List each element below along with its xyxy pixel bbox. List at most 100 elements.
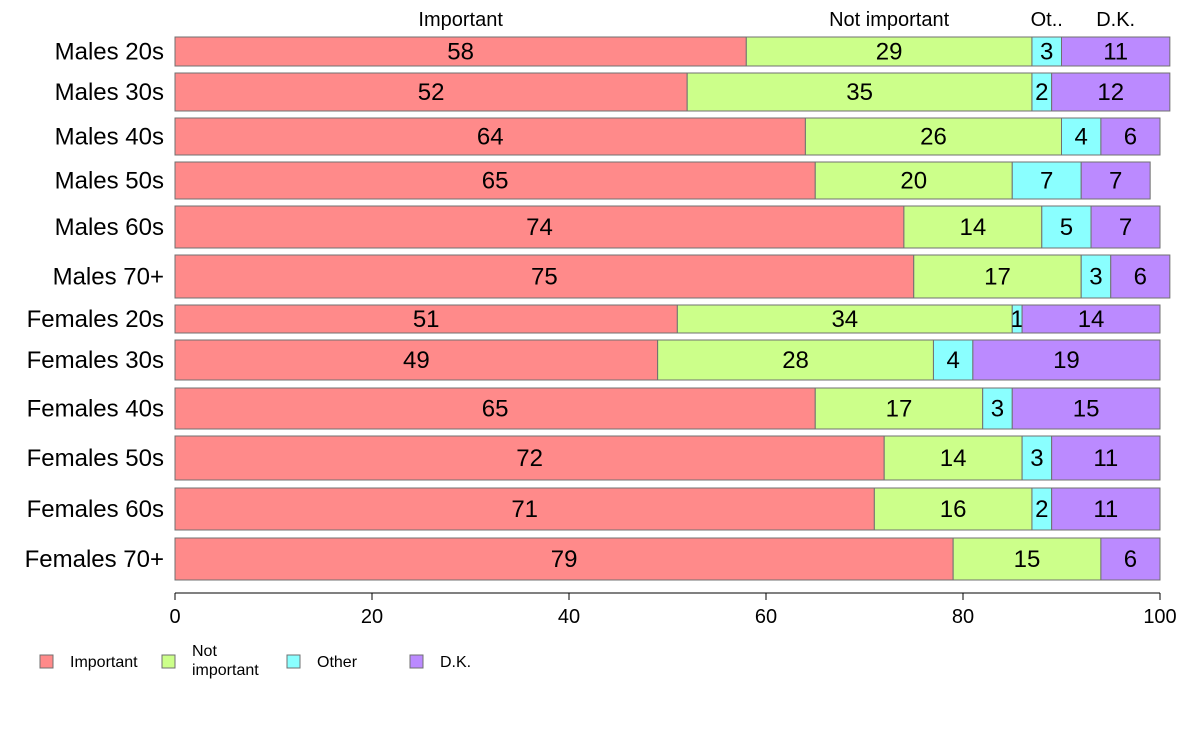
x-tick-label-100: 100	[1143, 606, 1176, 628]
bar-segment-other-males-20s	[1031, 36, 1062, 67]
data-label-not-important-males-40s: 26	[920, 124, 947, 151]
data-label-d-k-males-20s: 11	[1103, 39, 1128, 66]
data-label-other-females-30s: 4	[946, 347, 959, 374]
data-label-d-k-females-40s: 15	[1073, 396, 1100, 423]
bar-segment-important-males-50s	[174, 161, 816, 200]
data-label-important-females-40s: 65	[482, 396, 509, 423]
data-label-d-k-males-70: 6	[1134, 264, 1147, 291]
bar-segment-not-important-females-20s	[676, 304, 1013, 334]
data-label-d-k-males-60s: 7	[1119, 214, 1132, 241]
legend: Important Not important Other D.K.	[39, 643, 471, 679]
bar-segment-important-males-40s	[174, 117, 806, 156]
bar-segment-not-important-males-30s	[686, 72, 1033, 112]
data-label-not-important-males-30s: 35	[846, 79, 873, 106]
legend-swatch-other	[286, 654, 301, 669]
bar-segment-not-important-males-60s	[903, 205, 1043, 249]
top-label-d-k: D.K.	[1096, 9, 1135, 31]
legend-label-d-k: D.K.	[440, 654, 471, 671]
x-tick-label-60: 60	[755, 606, 777, 628]
bar-segment-d-k-males-20s	[1061, 36, 1171, 67]
top-label-not-important: Not important	[829, 9, 949, 31]
legend-swatch-important	[39, 654, 54, 669]
bar-segment-other-males-70	[1080, 254, 1112, 299]
category-label-males-60s: Males 60s	[55, 214, 164, 241]
data-label-d-k-females-30s: 19	[1053, 347, 1080, 374]
legend-label-other: Other	[317, 654, 358, 671]
bar-segment-important-males-30s	[174, 72, 688, 112]
data-label-d-k-males-40s: 6	[1124, 124, 1137, 151]
data-label-other-males-40s: 4	[1075, 124, 1088, 151]
bar-segment-not-important-males-20s	[745, 36, 1033, 67]
bar-segment-not-important-males-40s	[804, 117, 1063, 156]
bar-segment-d-k-females-50s	[1051, 435, 1161, 481]
data-label-important-males-50s: 65	[482, 168, 509, 195]
data-label-d-k-males-50s: 7	[1109, 168, 1122, 195]
data-label-other-females-20s: 1	[1010, 306, 1023, 333]
category-label-females-60s: Females 60s	[27, 496, 164, 523]
bar-segment-other-males-60s	[1041, 205, 1092, 249]
data-label-important-females-70: 79	[551, 546, 578, 573]
data-label-d-k-females-70: 6	[1124, 546, 1137, 573]
data-label-important-females-50s: 72	[516, 445, 543, 472]
bar-segment-not-important-males-70	[913, 254, 1082, 299]
legend-label-important: Important	[70, 654, 138, 671]
data-label-not-important-males-50s: 20	[900, 168, 927, 195]
x-tick-label-0: 0	[169, 606, 180, 628]
data-label-important-males-70: 75	[531, 264, 558, 291]
category-label-males-30s: Males 30s	[55, 79, 164, 106]
category-label-females-40s: Females 40s	[27, 396, 164, 423]
bar-segment-not-important-females-60s	[873, 487, 1033, 531]
category-label-males-20s: Males 20s	[55, 39, 164, 66]
bar-segment-d-k-males-60s	[1090, 205, 1161, 249]
legend-item-d-k: D.K.	[409, 654, 471, 671]
data-label-not-important-females-60s: 16	[940, 496, 967, 523]
bar-segment-important-females-70	[174, 537, 954, 581]
bar-segment-important-females-40s	[174, 387, 816, 430]
category-label-females-20s: Females 20s	[27, 306, 164, 333]
category-labels: Males 20s Males 30s Males 40s Males 50s Male…	[25, 39, 164, 574]
data-label-other-males-60s: 5	[1060, 214, 1073, 241]
data-label-other-males-70: 3	[1089, 264, 1102, 291]
x-tick-label-20: 20	[361, 606, 383, 628]
bar-segment-important-males-20s	[174, 36, 747, 67]
legend-item-other: Other	[286, 654, 358, 671]
category-label-females-30s: Females 30s	[27, 347, 164, 374]
top-label-other: Ot..	[1031, 9, 1063, 31]
legend-swatch-not-important	[161, 654, 176, 669]
bar-segment-not-important-females-40s	[814, 387, 984, 430]
bar-segment-d-k-males-70	[1110, 254, 1171, 299]
bar-segment-other-males-40s	[1061, 117, 1102, 156]
bar-segment-important-males-60s	[174, 205, 905, 249]
bar-segment-d-k-males-40s	[1100, 117, 1161, 156]
bar-segment-not-important-females-70	[952, 537, 1102, 581]
data-label-other-females-60s: 2	[1035, 496, 1048, 523]
bar-segment-d-k-females-60s	[1051, 487, 1161, 531]
category-label-males-40s: Males 40s	[55, 124, 164, 151]
data-label-other-males-50s: 7	[1040, 168, 1053, 195]
bar-segment-d-k-females-40s	[1011, 387, 1161, 430]
bar-segment-important-males-70	[174, 254, 915, 299]
data-label-not-important-males-70: 17	[984, 264, 1011, 291]
data-label-d-k-females-20s: 14	[1078, 306, 1105, 333]
data-label-not-important-females-30s: 28	[782, 347, 809, 374]
data-label-other-males-30s: 2	[1035, 79, 1048, 106]
data-label-not-important-males-60s: 14	[959, 214, 986, 241]
legend-item-not-important: Not important	[161, 643, 259, 679]
data-label-other-females-50s: 3	[1030, 445, 1043, 472]
data-label-d-k-females-60s: 11	[1093, 496, 1118, 523]
data-label-other-males-20s: 3	[1040, 39, 1053, 66]
data-label-other-females-40s: 3	[991, 396, 1004, 423]
bar-segment-other-females-30s	[932, 339, 974, 381]
category-label-males-50s: Males 50s	[55, 168, 164, 195]
category-label-females-70: Females 70+	[25, 546, 164, 573]
bar-segment-important-females-20s	[174, 304, 678, 334]
data-label-important-females-20s: 51	[413, 306, 440, 333]
x-axis: 0 20 40 60 80 100	[169, 592, 1177, 628]
data-label-not-important-males-20s: 29	[876, 39, 903, 66]
legend-label-not-important: Not important	[192, 643, 259, 679]
data-label-not-important-females-70: 15	[1014, 546, 1041, 573]
bar-segment-important-females-60s	[174, 487, 875, 531]
data-label-important-males-60s: 74	[526, 214, 553, 241]
data-label-not-important-females-20s: 34	[831, 306, 858, 333]
